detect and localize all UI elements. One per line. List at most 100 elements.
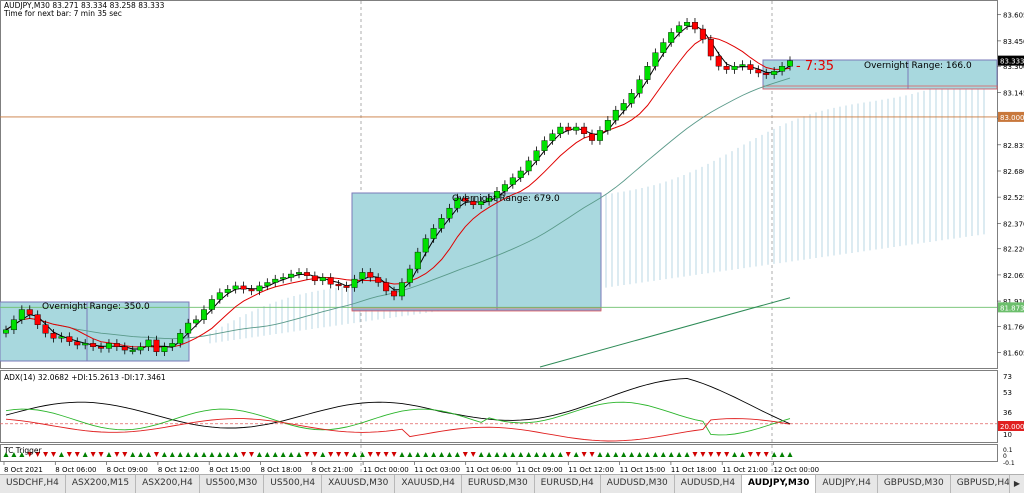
bullish-candle[interactable] <box>636 79 643 94</box>
bullish-candle[interactable] <box>256 285 263 292</box>
bearish-candle[interactable] <box>311 275 318 282</box>
bullish-candle[interactable] <box>684 22 691 26</box>
bullish-candle[interactable] <box>422 238 429 253</box>
bullish-candle[interactable] <box>351 278 358 288</box>
chart-tab[interactable]: XAUUSD,M30 <box>322 475 396 493</box>
bearish-candle[interactable] <box>747 64 754 70</box>
bearish-candle[interactable] <box>723 66 730 70</box>
bearish-candle[interactable] <box>98 346 105 349</box>
bearish-candle[interactable] <box>715 55 722 67</box>
bullish-candle[interactable] <box>105 343 112 349</box>
bearish-candle[interactable] <box>691 22 698 30</box>
bullish-candle[interactable] <box>129 349 136 352</box>
chart-tab[interactable]: ASX200,M15 <box>66 475 137 493</box>
bearish-candle[interactable] <box>391 290 398 297</box>
bullish-candle[interactable] <box>787 60 794 67</box>
bullish-candle[interactable] <box>224 289 231 293</box>
bullish-candle[interactable] <box>58 336 65 339</box>
bullish-candle[interactable] <box>319 277 326 282</box>
bearish-candle[interactable] <box>50 333 57 339</box>
bearish-candle[interactable] <box>66 336 73 342</box>
bearish-candle[interactable] <box>589 133 596 141</box>
bearish-candle[interactable] <box>462 197 469 202</box>
bullish-candle[interactable] <box>478 201 485 205</box>
bullish-candle[interactable] <box>398 282 405 297</box>
bullish-candle[interactable] <box>161 346 168 352</box>
chart-tab[interactable]: GBPUSD,H4 <box>951 475 1017 493</box>
bullish-candle[interactable] <box>486 197 493 202</box>
bullish-candle[interactable] <box>644 66 651 80</box>
bullish-candle[interactable] <box>731 66 738 70</box>
bullish-candle[interactable] <box>200 309 207 320</box>
bearish-candle[interactable] <box>581 126 588 135</box>
bullish-candle[interactable] <box>676 25 683 33</box>
bullish-candle[interactable] <box>501 184 508 192</box>
bearish-candle[interactable] <box>42 324 49 334</box>
overnight-range-box[interactable] <box>762 59 998 90</box>
bullish-candle[interactable] <box>628 93 635 104</box>
bullish-candle[interactable] <box>660 42 667 53</box>
bullish-candle[interactable] <box>493 191 500 199</box>
bullish-candle[interactable] <box>359 272 366 280</box>
bearish-candle[interactable] <box>699 28 706 40</box>
chart-tab[interactable]: US500,M30 <box>200 475 265 493</box>
bullish-candle[interactable] <box>177 333 184 344</box>
bullish-candle[interactable] <box>541 140 548 151</box>
bullish-candle[interactable] <box>264 282 271 287</box>
bullish-candle[interactable] <box>208 299 215 310</box>
bearish-candle[interactable] <box>755 69 762 74</box>
chart-tab[interactable]: XAUUSD,H4 <box>395 475 462 493</box>
bullish-candle[interactable] <box>414 251 421 270</box>
bearish-candle[interactable] <box>343 285 350 288</box>
bearish-candle[interactable] <box>383 282 390 292</box>
bullish-candle[interactable] <box>216 292 223 300</box>
bearish-candle[interactable] <box>34 314 41 325</box>
chart-tab[interactable]: AUDJPY,H4 <box>816 475 878 493</box>
bullish-candle[interactable] <box>533 150 540 162</box>
bullish-candle[interactable] <box>185 322 192 334</box>
overnight-range-box[interactable] <box>351 192 602 311</box>
bullish-candle[interactable] <box>596 130 603 141</box>
bearish-candle[interactable] <box>470 201 477 205</box>
bearish-candle[interactable] <box>763 72 770 75</box>
bearish-candle[interactable] <box>113 343 120 347</box>
bullish-candle[interactable] <box>668 32 675 43</box>
bullish-candle[interactable] <box>739 64 746 67</box>
bullish-candle[interactable] <box>652 52 659 67</box>
chart-canvas[interactable]: 83.60583.45083.30083.14582.99082.83582.6… <box>0 0 1024 474</box>
bearish-candle[interactable] <box>375 277 382 283</box>
bearish-candle[interactable] <box>248 289 255 292</box>
bullish-candle[interactable] <box>10 319 17 331</box>
bearish-candle[interactable] <box>74 341 81 346</box>
chart-tab[interactable]: AUDUSD,H4 <box>675 475 743 493</box>
bullish-candle[interactable] <box>612 109 619 121</box>
bullish-candle[interactable] <box>454 197 461 209</box>
bullish-candle[interactable] <box>771 71 778 75</box>
bullish-candle[interactable] <box>620 103 627 111</box>
bearish-candle[interactable] <box>367 272 374 278</box>
bullish-candle[interactable] <box>517 170 524 178</box>
chart-tab[interactable]: EURUSD,H4 <box>535 475 601 493</box>
bullish-candle[interactable] <box>573 126 580 131</box>
bullish-candle[interactable] <box>779 66 786 72</box>
chart-tab[interactable]: AUDJPY,M30 <box>742 475 817 493</box>
bullish-candle[interactable] <box>406 268 413 283</box>
bullish-candle[interactable] <box>232 285 239 290</box>
bearish-candle[interactable] <box>121 346 128 351</box>
bullish-candle[interactable] <box>438 218 445 229</box>
chart-tab[interactable]: US500,H4 <box>264 475 323 493</box>
chart-tab[interactable]: EURUSD,M30 <box>462 475 535 493</box>
bearish-candle[interactable] <box>240 285 247 290</box>
bearish-candle[interactable] <box>327 277 334 285</box>
bullish-candle[interactable] <box>430 228 437 239</box>
bearish-candle[interactable] <box>153 339 160 352</box>
bullish-candle[interactable] <box>446 207 453 219</box>
bearish-candle[interactable] <box>26 309 33 315</box>
bearish-candle[interactable] <box>707 38 714 57</box>
chart-tab[interactable]: AUDUSD,M30 <box>601 475 675 493</box>
bullish-candle[interactable] <box>137 346 144 351</box>
chart-tab[interactable]: ASX200,H4 <box>136 475 200 493</box>
bullish-candle[interactable] <box>549 133 556 141</box>
bullish-candle[interactable] <box>3 329 9 334</box>
